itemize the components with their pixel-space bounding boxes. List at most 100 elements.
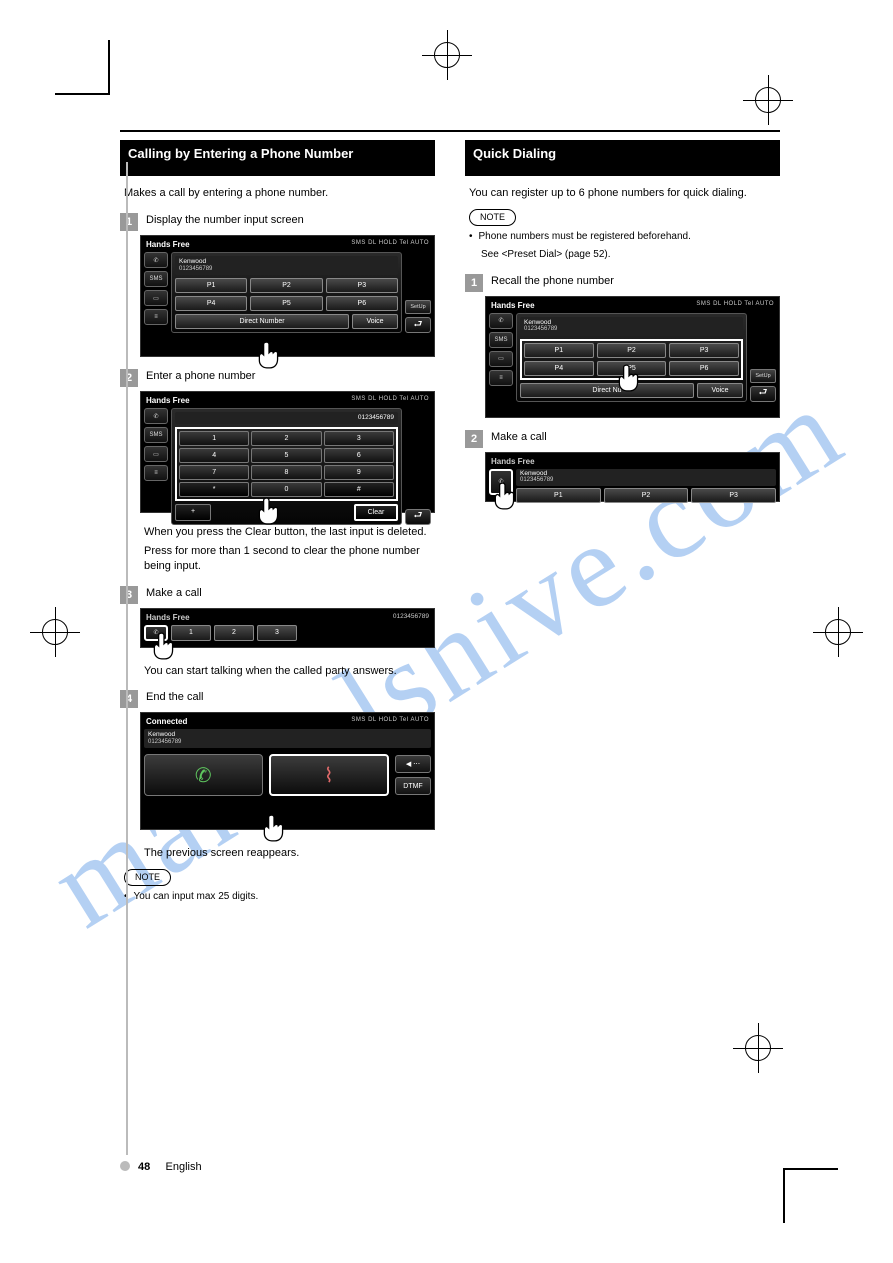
scr-title: Hands Free — [146, 240, 190, 249]
direct-number-button[interactable]: Direct Number — [175, 314, 349, 329]
clear-button[interactable]: Clear — [354, 504, 398, 521]
preset-p2[interactable]: P2 — [250, 278, 322, 293]
call-button[interactable]: ✆ — [144, 625, 168, 641]
preset-p3[interactable]: P3 — [669, 343, 739, 358]
talk-note: You can start talking when the called pa… — [144, 664, 435, 679]
intro-left: Makes a call by entering a phone number. — [124, 186, 435, 201]
list-icon[interactable]: ≡ — [144, 309, 168, 325]
preset-p6[interactable]: P6 — [669, 361, 739, 376]
voice-button[interactable]: Voice — [697, 383, 743, 398]
screenshot-keypad: Hands Free SMS DL HOLD Tel AUTO ✆ SMS ▭ … — [140, 391, 435, 513]
preset-p3[interactable]: P3 — [691, 488, 776, 503]
sms-icon[interactable]: SMS — [144, 427, 168, 443]
gutter-line — [126, 162, 128, 1155]
key-9[interactable]: 9 — [324, 465, 394, 480]
status-bar: SMS DL HOLD Tel AUTO — [696, 301, 774, 310]
direct-number-button[interactable]: Direct Nu — [520, 383, 694, 398]
clear-note-2: Press for more than 1 second to clear th… — [144, 544, 435, 574]
step-2-left: 2 Enter a phone number — [120, 369, 435, 387]
speaker-button[interactable]: ◀ ⋯ — [395, 755, 431, 773]
preset-p5[interactable]: P5 — [597, 361, 667, 376]
preset-p4[interactable]: P4 — [524, 361, 594, 376]
crop-mark-br — [783, 1168, 838, 1223]
screenshot-quickdial-call: Hands Free ✆ Kenwood 0123456789 P1 P2 P3 — [485, 452, 780, 502]
book-icon[interactable]: ▭ — [144, 290, 168, 306]
hangup-button[interactable]: ⌇ — [269, 754, 390, 796]
note-label: NOTE — [124, 869, 171, 886]
top-rule — [120, 130, 780, 132]
phone-icon[interactable]: ✆ — [144, 252, 168, 268]
crop-mark-tl — [55, 40, 110, 95]
key-1[interactable]: 1 — [171, 625, 211, 641]
footer-dot — [120, 1161, 130, 1171]
screenshot-dial-strip: Hands Free 0123456789 ✆ 1 2 3 — [140, 608, 435, 648]
key-2[interactable]: 2 — [214, 625, 254, 641]
book-icon[interactable]: ▭ — [489, 351, 513, 367]
call-button[interactable]: ✆ — [489, 469, 513, 495]
preset-p3[interactable]: P3 — [326, 278, 398, 293]
status-bar: SMS DL HOLD Tel AUTO — [351, 717, 429, 726]
footer-text: 48 English — [138, 1161, 202, 1173]
step-text: End the call — [146, 690, 203, 705]
phone-icon[interactable]: ✆ — [144, 408, 168, 424]
tap-hand-icon — [261, 813, 287, 843]
key-3[interactable]: 3 — [257, 625, 297, 641]
sms-icon[interactable]: SMS — [144, 271, 168, 287]
info-name: Kenwood — [524, 319, 551, 326]
info-num: 0123456789 — [179, 266, 394, 273]
preset-p6[interactable]: P6 — [326, 296, 398, 311]
back-button[interactable]: ⮐ — [405, 317, 431, 333]
plus-button[interactable]: + — [175, 504, 211, 521]
key-5[interactable]: 5 — [251, 448, 321, 463]
key-1[interactable]: 1 — [179, 431, 249, 446]
preset-p2[interactable]: P2 — [604, 488, 689, 503]
back-button[interactable]: ⮐ — [405, 509, 431, 525]
preset-p1[interactable]: P1 — [516, 488, 601, 503]
info-num: 0123456789 — [524, 326, 739, 333]
preset-p2[interactable]: P2 — [597, 343, 667, 358]
registration-mark-top — [422, 30, 472, 80]
key-7[interactable]: 7 — [179, 465, 249, 480]
column-left: Calling by Entering a Phone Number Makes… — [120, 140, 435, 908]
key-3[interactable]: 3 — [324, 431, 394, 446]
section-heading-right: Quick Dialing — [465, 140, 780, 176]
step-text: Make a call — [491, 430, 547, 445]
list-icon[interactable]: ≡ — [489, 370, 513, 386]
preset-p4[interactable]: P4 — [175, 296, 247, 311]
tap-hand-icon — [256, 340, 282, 370]
phone-icon[interactable]: ✆ — [489, 313, 513, 329]
info-name: Kenwood — [179, 258, 206, 265]
book-icon[interactable]: ▭ — [144, 446, 168, 462]
note-box-right: NOTE Phone numbers must be registered be… — [469, 209, 780, 262]
step-num: 1 — [465, 274, 483, 292]
key-4[interactable]: 4 — [179, 448, 249, 463]
key-star[interactable]: * — [179, 482, 249, 497]
preset-p1[interactable]: P1 — [524, 343, 594, 358]
back-button[interactable]: ⮐ — [750, 386, 776, 402]
step-text: Enter a phone number — [146, 369, 255, 384]
key-hash[interactable]: # — [324, 482, 394, 497]
step-text: Recall the phone number — [491, 274, 614, 289]
note-item-1: Phone numbers must be registered beforeh… — [479, 230, 691, 244]
status-bar: SMS DL HOLD Tel AUTO — [351, 240, 429, 249]
key-8[interactable]: 8 — [251, 465, 321, 480]
answer-button[interactable]: ✆ — [144, 754, 263, 796]
key-2[interactable]: 2 — [251, 431, 321, 446]
intro-right: You can register up to 6 phone numbers f… — [469, 186, 780, 201]
clear-note-1: When you press the Clear button, the las… — [144, 525, 435, 540]
step-num: 2 — [465, 430, 483, 448]
preset-p1[interactable]: P1 — [175, 278, 247, 293]
dtmf-button[interactable]: DTMF — [395, 777, 431, 795]
entered-number: 0123456789 — [393, 613, 429, 622]
setup-button[interactable]: SetUp — [750, 369, 776, 383]
list-icon[interactable]: ≡ — [144, 465, 168, 481]
voice-button[interactable]: Voice — [352, 314, 398, 329]
preset-p5[interactable]: P5 — [250, 296, 322, 311]
scr-title: Hands Free — [491, 457, 535, 466]
key-0[interactable]: 0 — [251, 482, 321, 497]
registration-mark-tr — [743, 75, 793, 125]
sms-icon[interactable]: SMS — [489, 332, 513, 348]
key-6[interactable]: 6 — [324, 448, 394, 463]
setup-button[interactable]: SetUp — [405, 300, 431, 314]
entered-number: 0123456789 — [175, 412, 398, 424]
